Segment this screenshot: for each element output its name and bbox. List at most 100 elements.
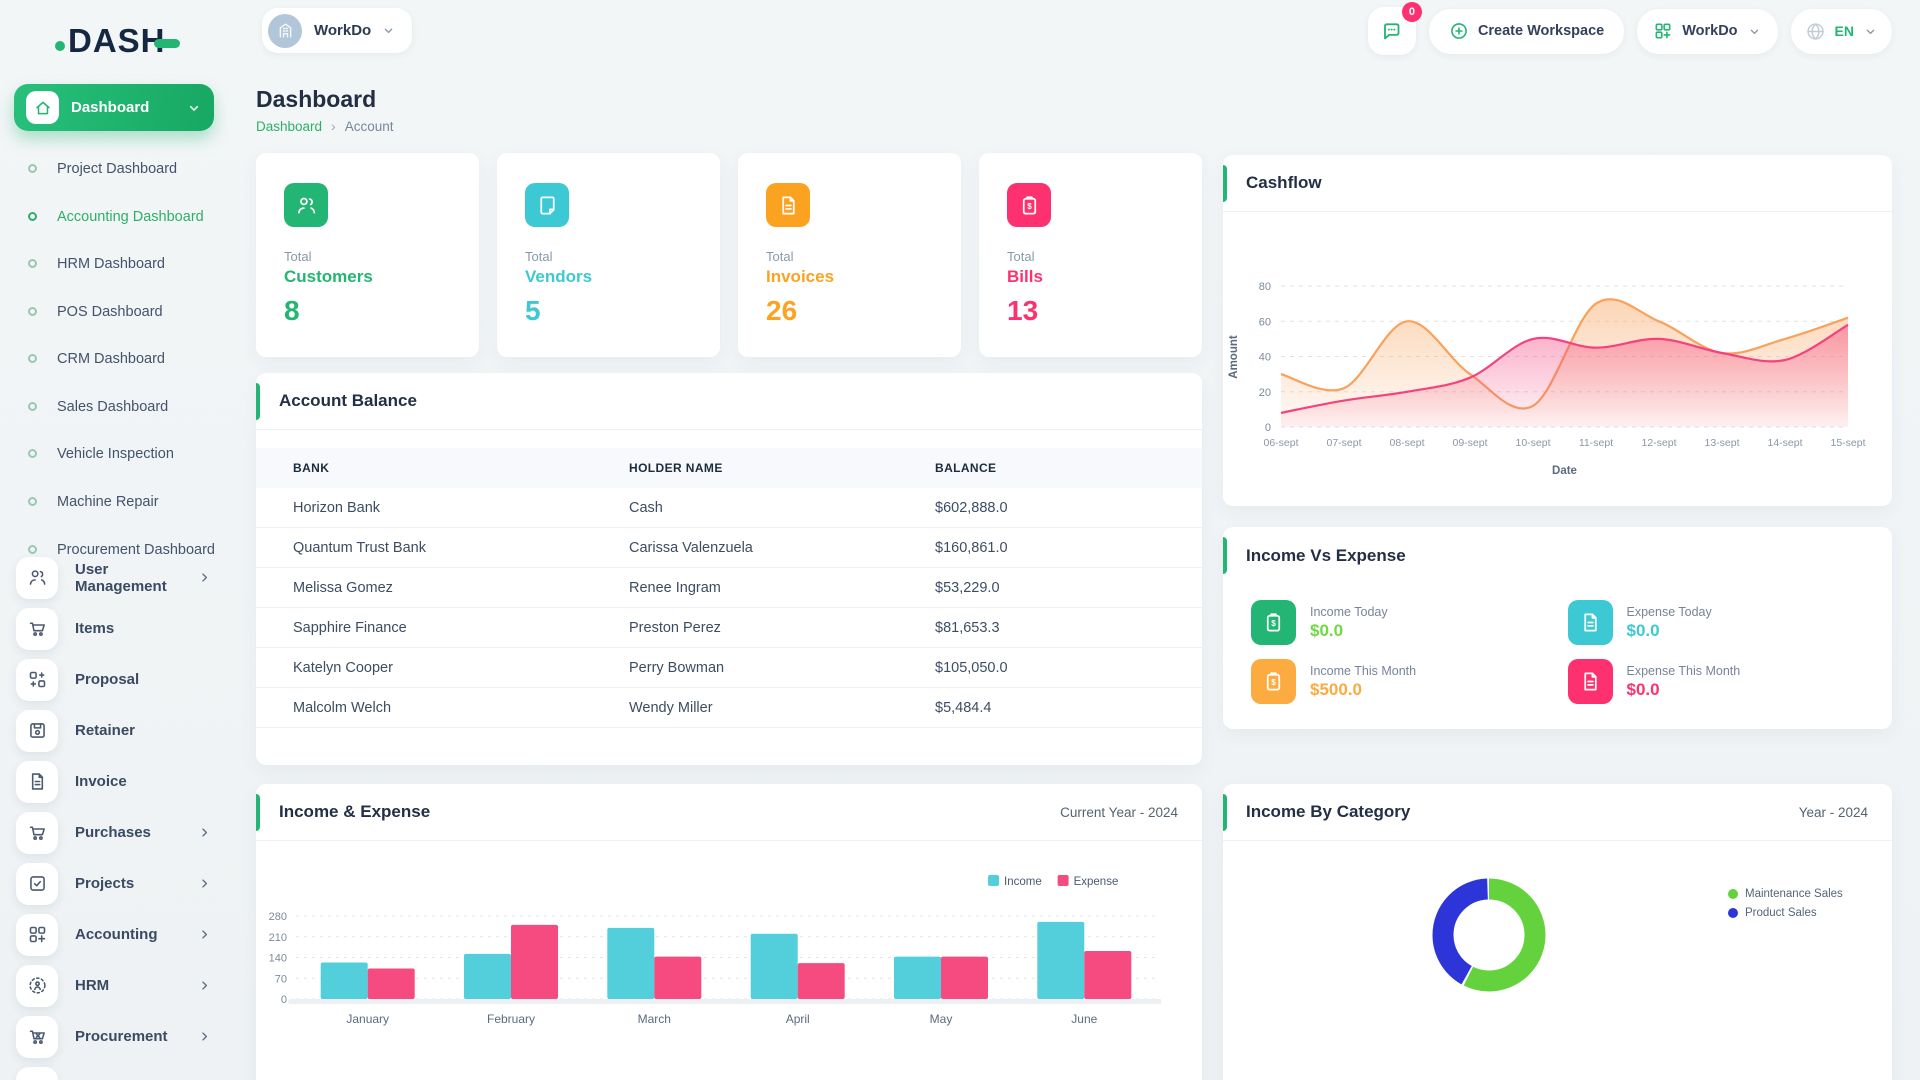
income-vs-expense-tiles: $ Income Today $0.0 Expense Today $0.0 $ Incom… bbox=[1223, 584, 1892, 720]
svg-text:80: 80 bbox=[1259, 281, 1271, 293]
sidebar-item-label: HRM bbox=[75, 977, 110, 994]
page-title: Dashboard bbox=[256, 86, 377, 112]
procurement-icon bbox=[16, 1015, 58, 1058]
table-cell: Preston Perez bbox=[619, 607, 925, 648]
sidebar-item-vehicle-inspection[interactable]: Vehicle Inspection bbox=[0, 431, 230, 479]
svg-text:March: March bbox=[638, 1012, 671, 1026]
sidebar-item-projects[interactable]: Projects bbox=[0, 858, 230, 909]
sidebar-item-project-dashboard[interactable]: Project Dashboard bbox=[0, 146, 230, 194]
svg-text:Amount: Amount bbox=[1228, 335, 1240, 379]
customers-icon bbox=[297, 197, 315, 214]
app-logo: DASH bbox=[55, 22, 180, 60]
sidebar-item-dashboard[interactable]: Dashboard bbox=[14, 84, 214, 131]
workspace-name: WorkDo bbox=[314, 22, 372, 39]
chevron-right-icon bbox=[202, 828, 208, 837]
chevron-down-icon bbox=[384, 28, 393, 34]
pos-icon bbox=[16, 1066, 58, 1080]
sidebar-item-label: Procurement Dashboard bbox=[57, 541, 215, 558]
stat-value: 8 bbox=[284, 295, 300, 326]
create-workspace-button[interactable]: Create Workspace bbox=[1428, 8, 1625, 54]
language-selector[interactable]: EN bbox=[1790, 8, 1892, 54]
sidebar-item-accounting-dashboard[interactable]: Accounting Dashboard bbox=[0, 194, 230, 242]
sidebar-item-purchases[interactable]: Purchases bbox=[0, 807, 230, 858]
cart-icon bbox=[16, 811, 58, 854]
grid-plus-icon bbox=[1655, 23, 1671, 39]
stat-prefix: Total bbox=[525, 249, 553, 264]
svg-text:10-sept: 10-sept bbox=[1515, 437, 1550, 449]
svg-text:12-sept: 12-sept bbox=[1641, 437, 1676, 449]
income-expense-card: Income & Expense Current Year - 2024 0 70… bbox=[256, 784, 1202, 1080]
chevron-down-icon bbox=[189, 105, 199, 111]
bills-icon: $ bbox=[1251, 659, 1296, 704]
sidebar-item-sales-dashboard[interactable]: Sales Dashboard bbox=[0, 384, 230, 432]
sidebar-item-label: Machine Repair bbox=[57, 493, 159, 510]
sidebar-item-label: HRM Dashboard bbox=[57, 256, 165, 273]
sidebar-item-procurement[interactable]: Procurement bbox=[0, 1011, 230, 1062]
stat-card-customers: Total Customers 8 bbox=[256, 153, 479, 357]
chat-icon bbox=[1384, 22, 1400, 39]
table-cell: Quantum Trust Bank bbox=[256, 527, 619, 568]
sidebar-item-hrm-dashboard[interactable]: HRM Dashboard bbox=[0, 241, 230, 289]
sidebar-item-items[interactable]: Items bbox=[0, 603, 230, 654]
stat-card-invoices: Total Invoices 26 bbox=[738, 153, 961, 357]
sidebar-item-pos[interactable]: POS bbox=[0, 1062, 230, 1080]
tile-label: Expense Today bbox=[1626, 604, 1712, 619]
table-cell: Perry Bowman bbox=[619, 647, 925, 688]
sidebar-item-retainer[interactable]: Retainer bbox=[0, 705, 230, 756]
sidebar-item-pos-dashboard[interactable]: POS Dashboard bbox=[0, 289, 230, 337]
sidebar-item-proposal[interactable]: Proposal bbox=[0, 654, 230, 705]
stat-prefix: Total bbox=[766, 249, 794, 264]
workspace-selector[interactable]: WorkDo bbox=[262, 8, 413, 53]
proposal-icon bbox=[29, 671, 45, 688]
account-balance-header: Account Balance bbox=[256, 373, 1202, 430]
invoices-icon bbox=[1583, 613, 1597, 632]
sidebar-item-label: Sales Dashboard bbox=[57, 398, 169, 415]
messages-button[interactable]: 0 bbox=[1367, 2, 1422, 55]
bullet-icon bbox=[28, 306, 37, 316]
table-row: Malcolm Welch Wendy Miller $5,484.4 bbox=[256, 687, 1202, 728]
svg-text:70: 70 bbox=[275, 973, 287, 985]
table-cell: $105,050.0 bbox=[925, 647, 1202, 688]
sidebar-item-invoice[interactable]: Invoice bbox=[0, 756, 230, 807]
sidebar-item-hrm[interactable]: HRM bbox=[0, 960, 230, 1011]
retainer-icon bbox=[16, 709, 58, 752]
column-header: HOLDER NAME bbox=[619, 448, 925, 488]
svg-text:08-sept: 08-sept bbox=[1389, 437, 1424, 449]
sidebar-item-crm-dashboard[interactable]: CRM Dashboard bbox=[0, 336, 230, 384]
workdo-menu-button[interactable]: WorkDo bbox=[1637, 8, 1778, 54]
stat-prefix: Total bbox=[1007, 249, 1035, 264]
sidebar-item-accounting[interactable]: Accounting bbox=[0, 909, 230, 960]
messages-badge: 0 bbox=[1401, 2, 1422, 22]
plus-circle-icon bbox=[1451, 23, 1467, 39]
sidebar-item-label: Accounting Dashboard bbox=[57, 208, 204, 225]
chevron-right-icon bbox=[202, 1032, 208, 1041]
column-header: BANK bbox=[256, 448, 619, 488]
table-cell: Carissa Valenzuela bbox=[619, 527, 925, 568]
sidebar-item-machine-repair[interactable]: Machine Repair bbox=[0, 479, 230, 527]
cart-icon bbox=[29, 622, 45, 637]
users-icon bbox=[16, 556, 58, 599]
sidebar-item-procurement-dashboard[interactable]: Procurement Dashboard bbox=[0, 527, 230, 575]
tile-label: Income This Month bbox=[1310, 663, 1417, 678]
table-cell: $5,484.4 bbox=[925, 687, 1202, 728]
income-vs-expense-title: Income Vs Expense bbox=[1246, 545, 1406, 565]
sidebar-item-user-management[interactable]: User Management bbox=[0, 552, 230, 603]
topbar: WorkDo 0 Create Workspace WorkDo EN bbox=[230, 0, 1920, 62]
chevron-right-icon bbox=[202, 981, 208, 990]
tile-label: Expense This Month bbox=[1626, 663, 1741, 678]
stat-label: Bills bbox=[1007, 267, 1043, 286]
sidebar-item-label: Purchases bbox=[75, 824, 151, 841]
account-balance-card: Account Balance BANK HOLDER NAME BALANCE Ho… bbox=[256, 373, 1202, 765]
stat-value: 13 bbox=[1007, 295, 1039, 326]
income-by-category-card: Income By Category Year - 2024 Maintenan… bbox=[1223, 784, 1892, 1080]
stat-card-vendors: Total Vendors 5 bbox=[497, 153, 720, 357]
bills-icon: $ bbox=[1022, 195, 1036, 215]
stat-label: Vendors bbox=[525, 267, 593, 286]
stat-prefix: Total bbox=[284, 249, 312, 264]
procurement-icon bbox=[29, 1030, 45, 1045]
globe-icon bbox=[1806, 22, 1824, 40]
tile-value: $0.0 bbox=[1310, 620, 1344, 640]
breadcrumb-home-link[interactable]: Dashboard bbox=[256, 118, 323, 134]
account-balance-table: BANK HOLDER NAME BALANCE Horizon Bank Cash $6… bbox=[256, 448, 1202, 728]
